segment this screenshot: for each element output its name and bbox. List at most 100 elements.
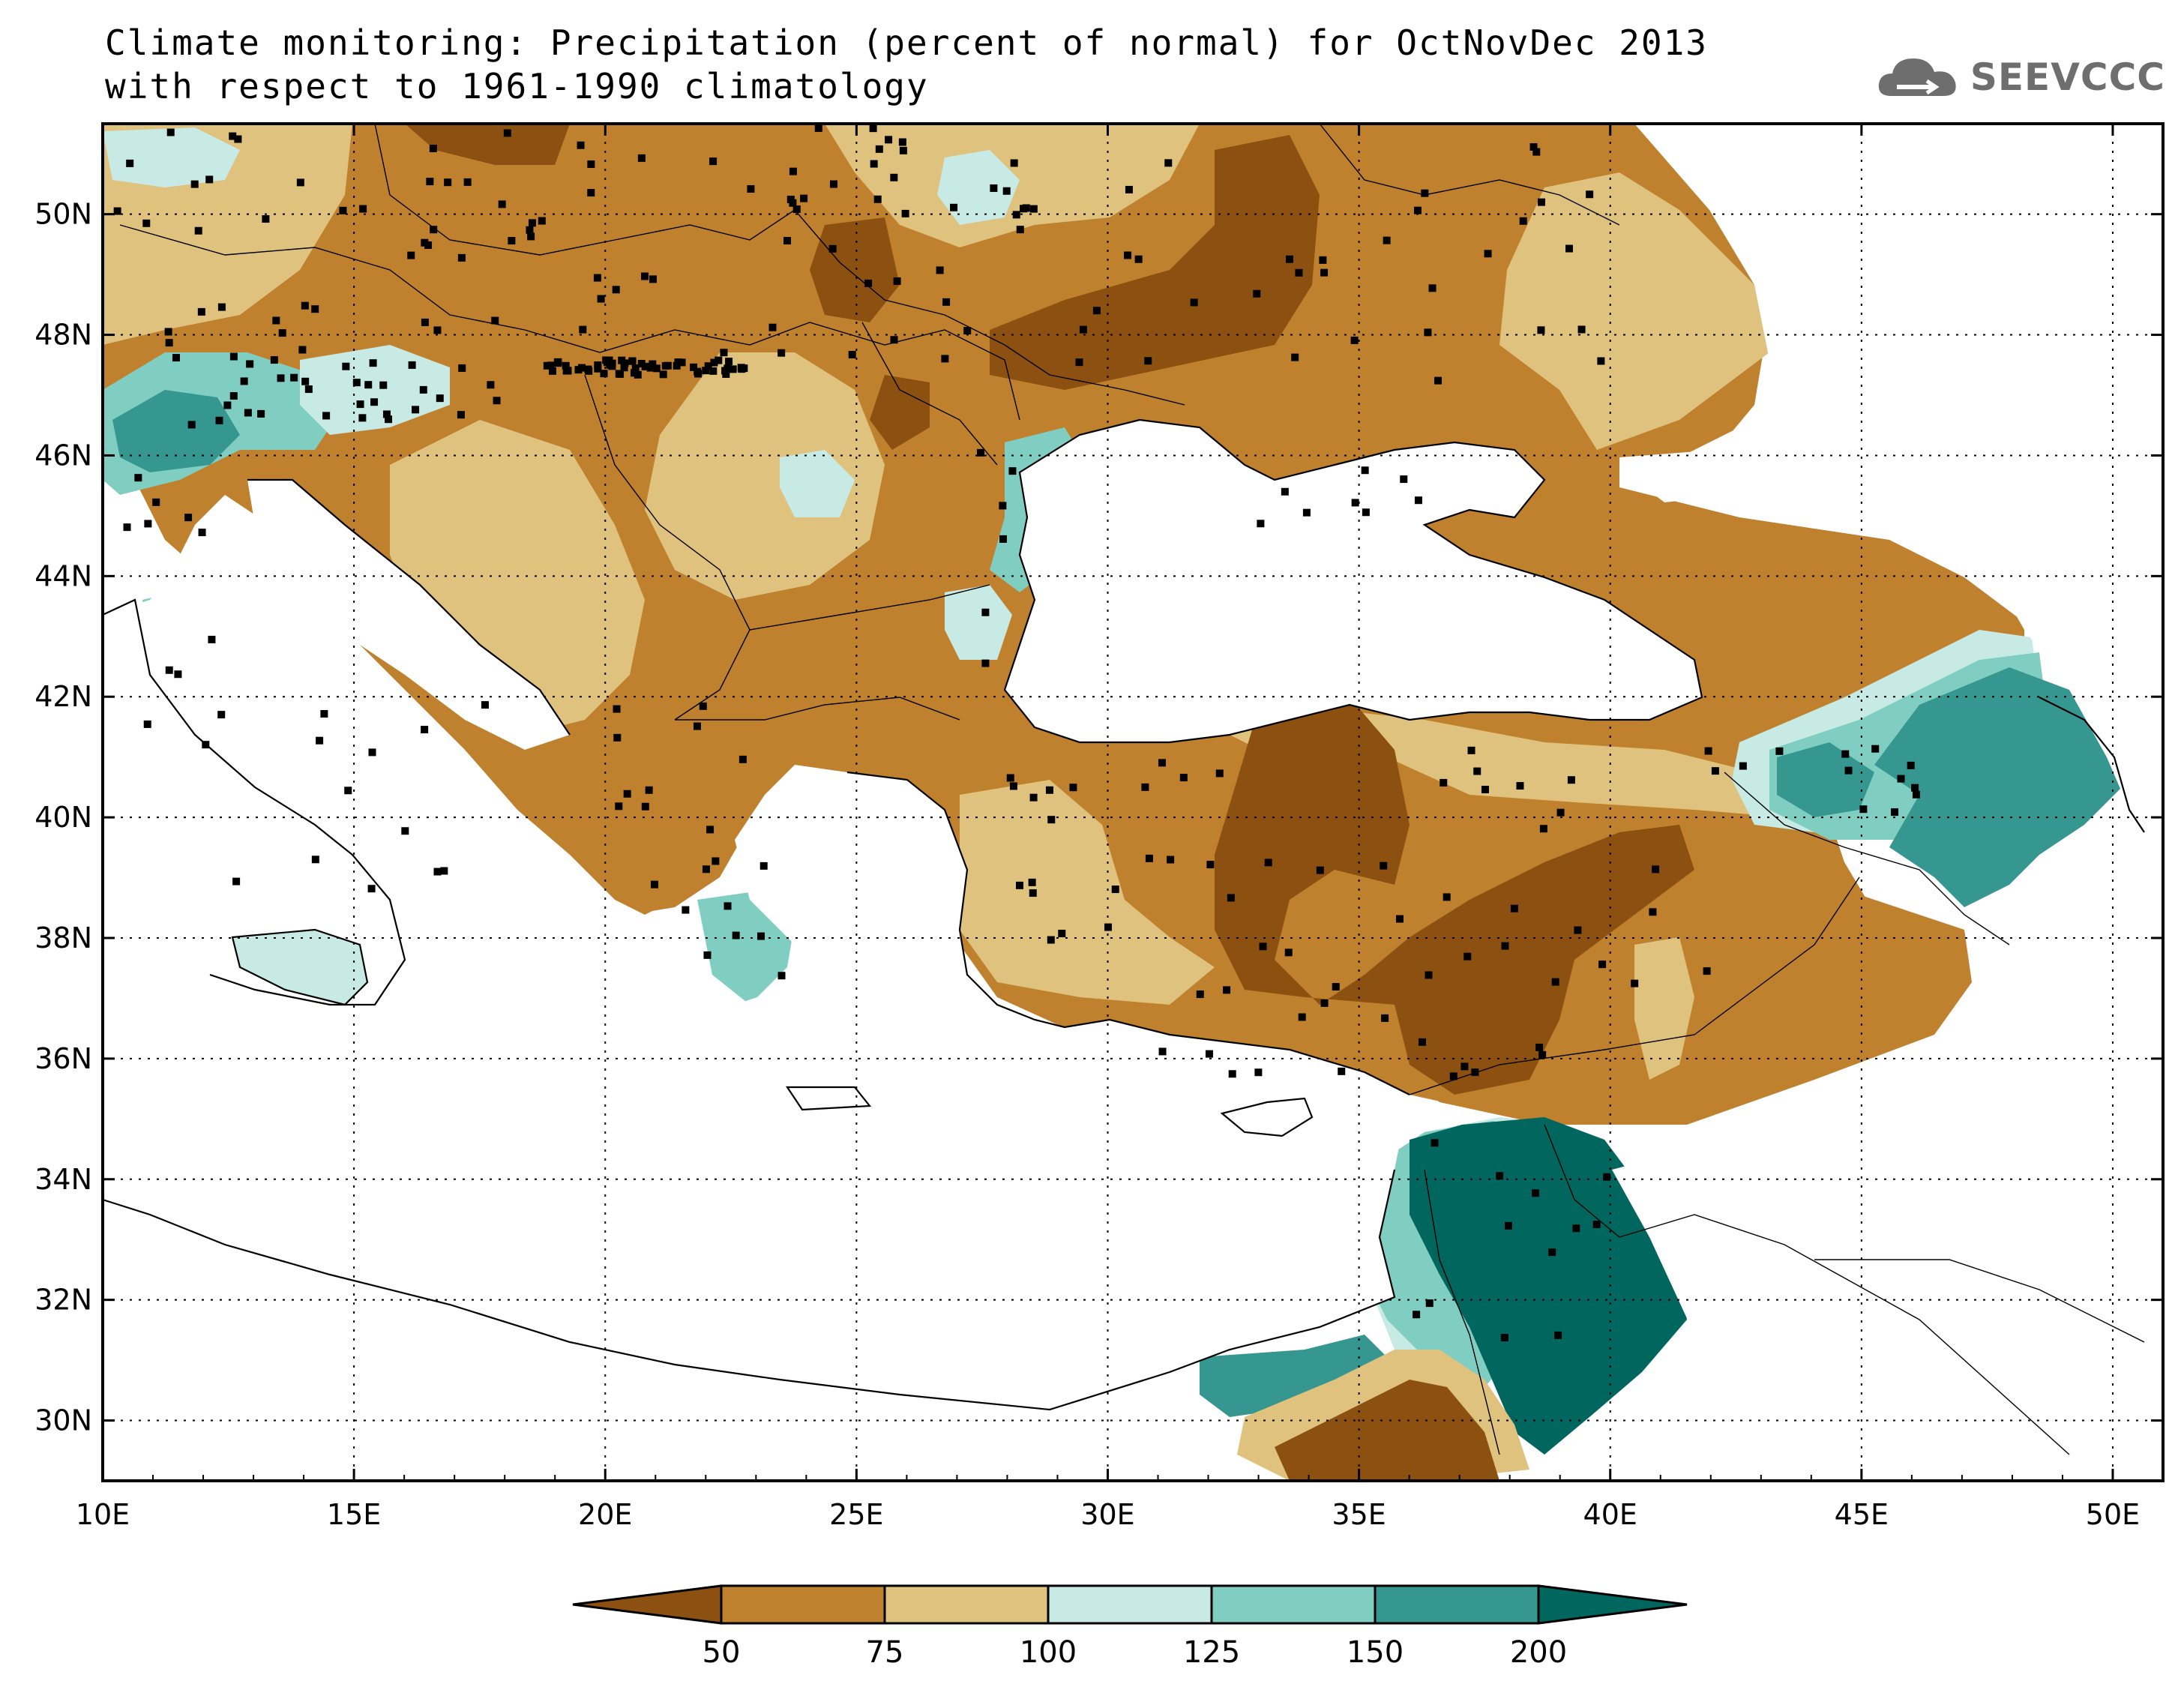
station-marker [963, 327, 972, 335]
y-tick-label: 42N [34, 680, 92, 713]
station-marker [1434, 376, 1442, 385]
y-tick-label: 46N [34, 439, 92, 472]
station-marker [1912, 790, 1920, 799]
station-marker [290, 373, 298, 382]
station-marker [246, 360, 254, 368]
station-marker [777, 972, 786, 980]
station-markers [113, 124, 1920, 1342]
station-marker [1484, 250, 1492, 258]
station-marker [651, 880, 659, 888]
station-marker [408, 361, 416, 369]
station-marker [693, 722, 701, 730]
station-marker [682, 906, 690, 914]
station-marker [1350, 336, 1359, 344]
station-marker [628, 357, 637, 365]
station-marker [1047, 816, 1056, 824]
station-marker [1775, 747, 1784, 755]
station-marker [1471, 1068, 1479, 1077]
station-marker [1649, 908, 1657, 916]
station-marker [1380, 861, 1388, 870]
station-marker [1351, 499, 1359, 507]
station-marker [1205, 1050, 1213, 1058]
station-marker [732, 931, 740, 939]
legend-swatch [1210, 1584, 1377, 1625]
station-marker [1190, 298, 1198, 307]
coastlines [102, 418, 2145, 1411]
station-marker [864, 279, 873, 287]
station-marker [301, 377, 310, 385]
region-slightly-dry-ukraine [1499, 172, 1769, 450]
station-marker [1125, 185, 1133, 193]
station-marker [1196, 990, 1204, 999]
station-marker [172, 354, 180, 362]
station-marker [356, 400, 364, 409]
station-marker [936, 266, 944, 274]
station-marker [1597, 357, 1605, 365]
y-tick-label: 50N [34, 198, 92, 231]
station-marker [941, 355, 949, 363]
legend-swatch [1374, 1584, 1540, 1625]
title-line-1: Climate monitoring: Precipitation (perce… [105, 22, 1708, 63]
station-marker [223, 401, 232, 409]
station-marker [1361, 466, 1369, 475]
station-marker [229, 132, 237, 140]
y-tick-label: 48N [34, 319, 92, 352]
station-marker [950, 203, 958, 211]
region-slightly-dry-anatolia-west [960, 780, 1215, 1005]
region-slightly-dry-central [645, 352, 885, 600]
station-marker [1631, 979, 1639, 987]
station-marker [527, 232, 535, 241]
station-marker [1075, 358, 1083, 367]
station-marker [174, 670, 182, 679]
longitude-axis: 10E 15E 20E 25E 30E 35E 40E 45E 50E [76, 124, 2164, 1531]
station-marker [1006, 774, 1014, 782]
station-marker [215, 416, 223, 424]
station-marker [429, 144, 437, 152]
station-marker [1332, 983, 1340, 991]
station-marker [1145, 854, 1153, 862]
station-marker [1529, 143, 1538, 151]
station-marker [814, 124, 822, 132]
station-marker [458, 364, 466, 372]
station-marker [981, 608, 990, 616]
legend-label: 75 [866, 1635, 904, 1670]
station-marker [1510, 904, 1518, 912]
region-very-dry-romania [990, 135, 1320, 390]
station-marker [1897, 775, 1905, 783]
station-marker [789, 167, 797, 175]
station-marker [1298, 1013, 1306, 1021]
station-marker [339, 206, 347, 214]
station-marker [419, 385, 427, 394]
station-marker [1141, 783, 1149, 791]
station-marker [999, 535, 1008, 543]
station-marker [579, 325, 587, 334]
station-marker [369, 359, 377, 367]
station-marker [738, 365, 746, 373]
station-marker [720, 349, 728, 357]
station-marker [232, 877, 241, 885]
station-marker [144, 520, 152, 528]
region-dry-balkans-south [585, 697, 795, 915]
station-marker [1592, 1220, 1601, 1228]
station-marker [1164, 159, 1173, 167]
station-marker [1443, 893, 1451, 901]
y-tick-label: 34N [34, 1163, 92, 1196]
station-marker [800, 194, 808, 202]
station-marker [257, 409, 265, 418]
station-marker [358, 414, 367, 422]
station-marker [1440, 778, 1448, 787]
station-marker [873, 195, 882, 203]
station-marker [234, 135, 242, 143]
station-marker [1338, 1067, 1346, 1075]
station-marker [942, 298, 951, 306]
y-tick-label: 44N [34, 559, 92, 592]
station-marker [645, 786, 653, 794]
station-marker [1381, 1014, 1389, 1022]
station-marker [240, 377, 248, 385]
station-marker [407, 251, 415, 259]
x-tick-label: 45E [1835, 1498, 1889, 1531]
station-marker [1574, 926, 1582, 934]
station-marker [1254, 1068, 1263, 1077]
station-marker [508, 237, 516, 245]
station-marker [296, 178, 304, 187]
